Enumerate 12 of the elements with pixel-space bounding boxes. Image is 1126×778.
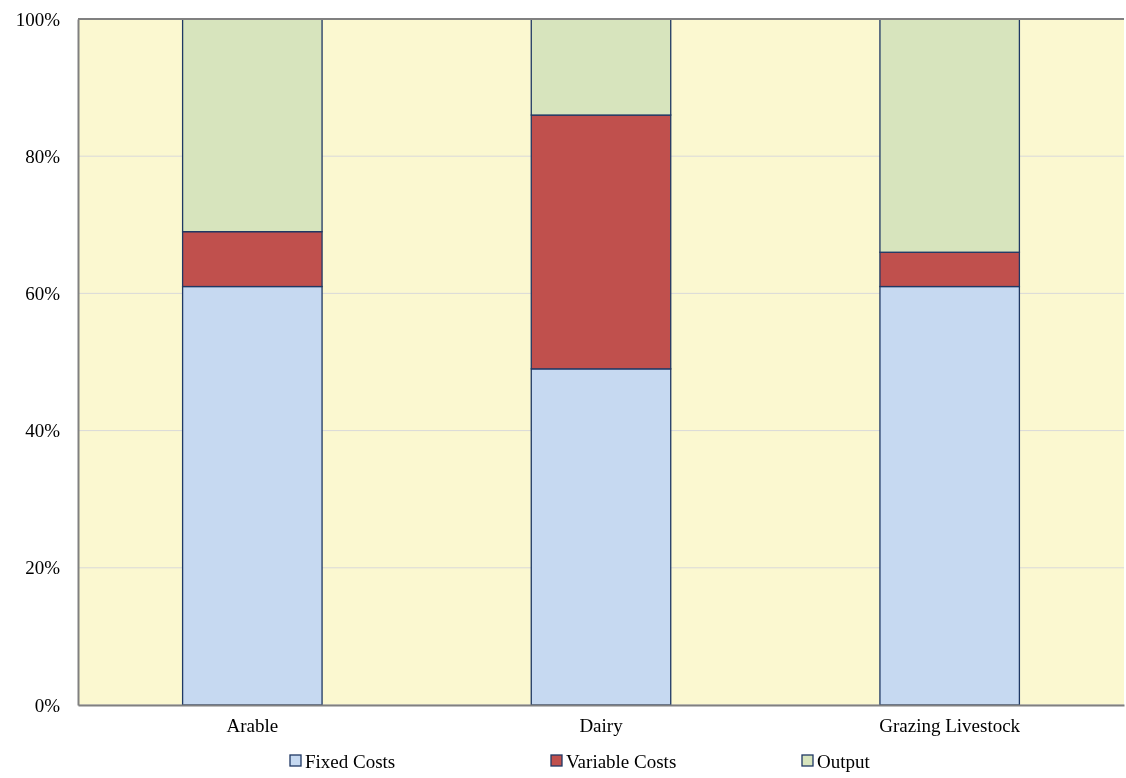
y-tick-label: 0%	[34, 694, 61, 716]
x-tick-label: Dairy	[579, 715, 624, 737]
y-tick-label: 80%	[25, 145, 61, 167]
x-tick-label: Arable	[226, 715, 279, 737]
x-tick-label: Grazing Livestock	[879, 715, 1021, 737]
y-tick-label: 100%	[15, 8, 61, 30]
y-tick-label: 60%	[25, 282, 61, 304]
y-tick-label: 40%	[25, 420, 61, 442]
legend-label: Fixed Costs	[305, 751, 396, 772]
legend-label: Variable Costs	[566, 751, 677, 772]
y-tick-label: 20%	[25, 557, 61, 579]
legend-label: Output	[817, 751, 871, 772]
